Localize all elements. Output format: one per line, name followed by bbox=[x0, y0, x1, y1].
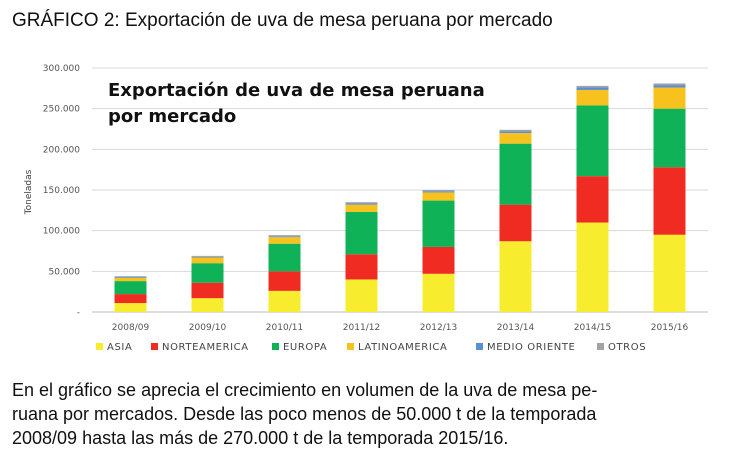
stacked-bar-chart: - 50.000 100.000 150.000 200.000 250.000 300.0… bbox=[24, 64, 708, 353]
chart-title-line-1: Exportación de uva de mesa peruana bbox=[108, 80, 485, 101]
bar-segment bbox=[499, 143, 532, 205]
y-tick-label: - bbox=[77, 308, 80, 318]
chart-container: - 50.000 100.000 150.000 200.000 250.000 300.0… bbox=[0, 52, 736, 372]
bar-segment bbox=[499, 131, 532, 134]
x-tick-label: 2008/09 bbox=[112, 323, 150, 333]
y-tick-label: 150.000 bbox=[43, 186, 80, 196]
chart-title: Exportación de uva de mesa peruana por m… bbox=[108, 78, 508, 130]
bar-segment bbox=[191, 257, 224, 264]
bar-segment bbox=[576, 176, 609, 223]
bar-segment bbox=[191, 255, 224, 257]
bar-segment bbox=[422, 192, 455, 201]
legend: ASIA NORTEAMERICA EUROPA LATINOAMERICA MEDIO… bbox=[96, 342, 646, 353]
chart-title-line-2: por mercado bbox=[108, 106, 237, 127]
x-tick-label: 2013/14 bbox=[497, 323, 535, 333]
page-heading: GRÁFICO 2: Exportación de uva de mesa pe… bbox=[12, 10, 553, 31]
bar-segment bbox=[268, 237, 301, 244]
legend-swatch bbox=[597, 343, 604, 350]
bar-segment bbox=[114, 277, 147, 282]
y-tick-label: 300.000 bbox=[43, 64, 80, 74]
bar-segment bbox=[345, 203, 378, 205]
caption-line-3: 2008/09 hasta las más de 270.000 t de la… bbox=[12, 428, 509, 448]
bar-segment bbox=[422, 191, 455, 193]
bar-segment bbox=[422, 190, 455, 192]
bar-segment bbox=[191, 263, 224, 283]
x-tick-label: 2015/16 bbox=[651, 323, 689, 333]
bar-segment bbox=[576, 87, 609, 90]
bars bbox=[114, 83, 686, 312]
bar-segment bbox=[422, 273, 455, 312]
bar-segment bbox=[114, 281, 147, 295]
x-tick-label: 2011/12 bbox=[343, 323, 380, 333]
bar-segment bbox=[345, 254, 378, 280]
bar-segment bbox=[422, 200, 455, 247]
legend-label: OTROS bbox=[608, 342, 646, 353]
y-tick-label: 100.000 bbox=[43, 227, 80, 237]
y-tick-label: 200.000 bbox=[43, 145, 80, 155]
x-tick-label: 2010/11 bbox=[266, 323, 303, 333]
bar-segment bbox=[268, 243, 301, 272]
bar-segment bbox=[653, 87, 686, 109]
bar-segment bbox=[191, 298, 224, 312]
bar-segment bbox=[576, 89, 609, 106]
bar-segment bbox=[114, 277, 147, 278]
bar-segment bbox=[576, 85, 609, 88]
x-tick-label: 2009/10 bbox=[189, 323, 227, 333]
bar-segment bbox=[499, 129, 532, 132]
bar-segment bbox=[499, 133, 532, 144]
bar-segment bbox=[653, 167, 686, 235]
bar-segment bbox=[191, 256, 224, 258]
legend-label: ASIA bbox=[107, 342, 132, 353]
legend-label: MEDIO ORIENTE bbox=[487, 342, 575, 353]
bar-segment bbox=[653, 234, 686, 312]
legend-swatch bbox=[347, 343, 354, 350]
caption-text: En el gráfico se aprecia el crecimiento … bbox=[12, 378, 724, 450]
bar-segment bbox=[576, 222, 609, 312]
legend-label: NORTEAMERICA bbox=[162, 342, 249, 353]
bar-segment bbox=[114, 276, 147, 278]
caption-line-2: ruana por mercados. Desde las poco menos… bbox=[12, 404, 597, 424]
legend-swatch bbox=[151, 343, 158, 350]
bar-segment bbox=[345, 279, 378, 312]
bar-segment bbox=[653, 85, 686, 88]
bar-segment bbox=[345, 211, 378, 255]
x-tick-label: 2012/13 bbox=[420, 323, 457, 333]
bar-segment bbox=[268, 290, 301, 312]
legend-swatch bbox=[476, 343, 483, 350]
bar-segment bbox=[268, 236, 301, 238]
bar-segment bbox=[653, 83, 686, 86]
y-axis-ticks: - 50.000 100.000 150.000 200.000 250.000 300.0… bbox=[43, 64, 80, 318]
caption-line-1: En el gráfico se aprecia el crecimiento … bbox=[12, 380, 598, 400]
bar-segment bbox=[114, 303, 147, 312]
bar-segment bbox=[499, 241, 532, 312]
legend-swatch bbox=[96, 343, 103, 350]
bar-segment bbox=[499, 204, 532, 242]
bar-segment bbox=[345, 204, 378, 212]
bar-segment bbox=[114, 294, 147, 304]
bar-segment bbox=[653, 108, 686, 168]
y-tick-label: 250.000 bbox=[43, 105, 80, 115]
y-axis-label: Toneladas bbox=[24, 169, 34, 215]
bar-segment bbox=[268, 235, 301, 237]
y-tick-label: 50.000 bbox=[49, 267, 81, 277]
legend-label: EUROPA bbox=[283, 342, 327, 353]
bar-segment bbox=[268, 271, 301, 291]
bar-segment bbox=[576, 105, 609, 177]
legend-label: LATINOAMERICA bbox=[358, 342, 447, 353]
bar-segment bbox=[422, 246, 455, 274]
x-axis-ticks: 2008/09 2009/10 2010/11 2011/12 2012/13 2013/… bbox=[112, 323, 689, 333]
x-tick-label: 2014/15 bbox=[574, 323, 611, 333]
legend-swatch bbox=[272, 343, 279, 350]
bar-segment bbox=[191, 282, 224, 299]
bar-segment bbox=[345, 202, 378, 204]
